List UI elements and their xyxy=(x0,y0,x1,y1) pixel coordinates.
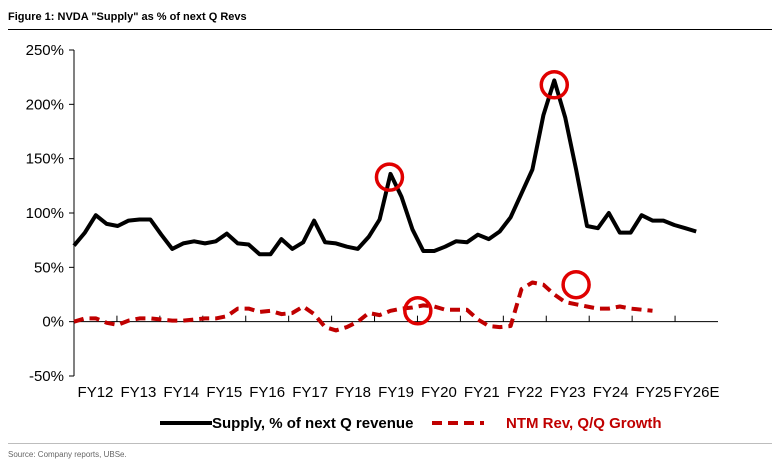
x-tick-label: FY15 xyxy=(206,384,242,401)
annotation-circle xyxy=(374,162,405,192)
x-tick-label: FY24 xyxy=(593,384,629,401)
x-tick-label: FY25 xyxy=(636,384,672,401)
x-tick-label: FY26E xyxy=(674,384,720,401)
annotation-circle xyxy=(403,296,433,326)
figure-title: Figure 1: NVDA "Supply" as % of next Q R… xyxy=(8,11,247,23)
footer-rule xyxy=(8,443,772,444)
series-line-supply xyxy=(72,78,697,257)
y-tick-labels: 250% 200% 150% 100% 50% 0% -50% xyxy=(26,42,64,385)
x-tick-label: FY13 xyxy=(120,384,156,401)
x-tick-label: FY18 xyxy=(335,384,371,401)
annotation-circle xyxy=(561,269,591,300)
x-tick-label: FY12 xyxy=(78,384,114,401)
y-tick-label: 150% xyxy=(26,151,64,168)
series-line-growth xyxy=(73,280,653,333)
x-tick-label: FY16 xyxy=(249,384,285,401)
y-tick-label: 0% xyxy=(42,314,64,331)
chart-legend: Supply, % of next Q revenue NTM Rev, Q/Q… xyxy=(160,415,662,432)
x-tick-label: FY21 xyxy=(464,384,500,401)
legend-label-growth: NTM Rev, Q/Q Growth xyxy=(506,415,662,432)
chart-axes xyxy=(69,49,718,377)
y-tick-label: 200% xyxy=(26,96,64,113)
legend-label-supply: Supply, % of next Q revenue xyxy=(212,415,413,432)
x-tick-label: FY19 xyxy=(378,384,414,401)
annotation-circles xyxy=(374,70,591,326)
y-tick-label: 100% xyxy=(26,205,64,222)
title-rule xyxy=(8,29,772,30)
annotation-circle xyxy=(539,70,570,100)
x-tick-label: FY23 xyxy=(550,384,586,401)
x-tick-label: FY22 xyxy=(507,384,543,401)
y-tick-label: 250% xyxy=(26,42,64,59)
y-tick-label: -50% xyxy=(29,368,64,385)
x-tick-label: FY17 xyxy=(292,384,328,401)
y-tick-label: 50% xyxy=(34,259,64,276)
x-tick-label: FY14 xyxy=(163,384,199,401)
source-note: Source: Company reports, UBSe. xyxy=(8,450,127,459)
x-tick-label: FY20 xyxy=(421,384,457,401)
x-tick-labels: FY12 FY13 FY14 FY15 FY16 FY17 FY18 FY19 FY20 FY21… xyxy=(78,384,720,401)
series-lines xyxy=(72,78,697,333)
